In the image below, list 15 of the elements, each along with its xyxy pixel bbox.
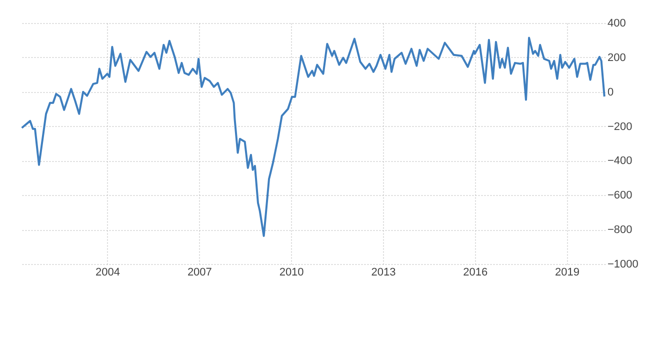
- y-tick-label: −1000: [608, 258, 638, 270]
- line-series: [20, 36, 606, 237]
- y-tick-label: 0: [608, 86, 614, 98]
- y-tick-label: 400: [608, 18, 626, 30]
- y-tick-label: −800: [608, 224, 632, 236]
- x-tick-label: 2016: [463, 266, 488, 278]
- x-tick-label: 2010: [279, 266, 304, 278]
- x-tick-label: 2019: [554, 266, 580, 278]
- y-tick-label: −400: [608, 155, 632, 168]
- y-tick-label: −600: [608, 190, 632, 202]
- x-tick-label: 2004: [96, 266, 120, 278]
- x-tick-label: 2013: [371, 266, 396, 278]
- y-tick-label: 200: [608, 52, 626, 64]
- x-tick-label: 2007: [187, 266, 212, 278]
- y-tick-label: −200: [608, 120, 632, 133]
